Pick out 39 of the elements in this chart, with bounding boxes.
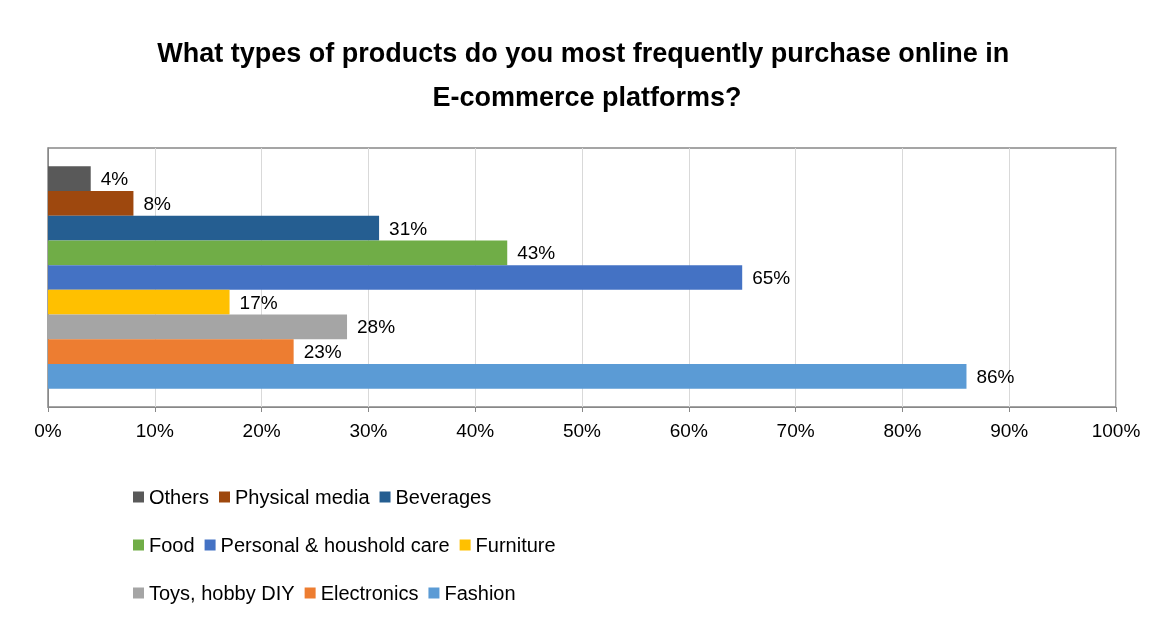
data-label: 23% xyxy=(303,341,342,363)
x-tick-label: 60% xyxy=(669,420,708,441)
bar xyxy=(48,190,134,216)
legend-label: Toys, hobby DIY xyxy=(149,582,295,604)
bar xyxy=(48,339,294,365)
legend-label: Others xyxy=(149,486,210,508)
bar xyxy=(48,265,743,290)
legend-label: Electronics xyxy=(320,582,419,604)
data-label: 8% xyxy=(143,192,172,214)
x-tick-label: 20% xyxy=(242,420,281,441)
legend-label: Furniture xyxy=(475,534,556,556)
data-label: 86% xyxy=(976,366,1015,387)
data-label: 65% xyxy=(752,267,791,288)
x-tick-label: 70% xyxy=(776,420,815,441)
data-label: 31% xyxy=(389,217,428,239)
x-tick-label: 90% xyxy=(990,420,1029,441)
legend-label: Food xyxy=(149,534,195,556)
bar xyxy=(48,240,508,266)
bar xyxy=(48,215,380,241)
legend-label: Fashion xyxy=(444,582,516,604)
legend-label: Personal & houshold care xyxy=(220,534,450,556)
bar xyxy=(48,289,230,315)
x-tick-label: 100% xyxy=(1091,420,1141,441)
data-label: 4% xyxy=(100,168,129,189)
legend-label: Physical media xyxy=(235,486,371,508)
x-tick-label: 30% xyxy=(349,420,388,441)
x-tick-label: 10% xyxy=(135,420,174,441)
bar xyxy=(48,314,348,340)
x-tick-label: 0% xyxy=(34,420,62,441)
data-label: 43% xyxy=(517,242,556,264)
data-label: 28% xyxy=(357,316,396,338)
x-tick-label: 80% xyxy=(883,420,922,441)
bar xyxy=(48,166,91,191)
x-tick-label: 50% xyxy=(562,420,602,441)
legend-label: Beverages xyxy=(395,486,492,508)
bar xyxy=(48,364,967,389)
x-tick-label: 40% xyxy=(456,420,495,441)
chart-title: What types of products do you most frequently purchase online in E-commerce platforms? xyxy=(157,38,1017,112)
data-label: 17% xyxy=(239,291,278,313)
